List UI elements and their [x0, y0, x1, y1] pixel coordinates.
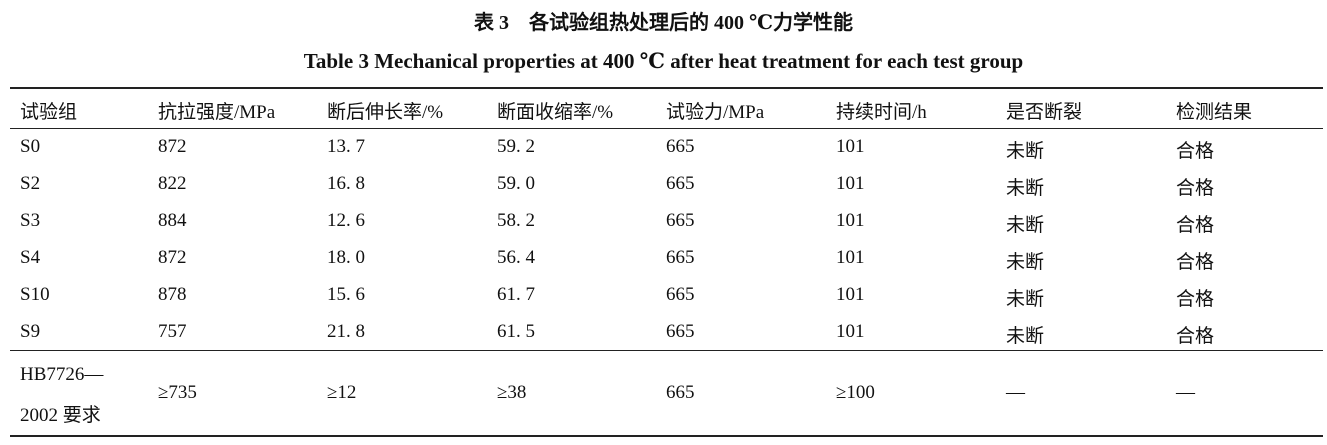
table-cell: 未断	[1006, 215, 1045, 236]
table-cell: 884	[158, 210, 187, 231]
table-cell: 12. 6	[327, 210, 365, 231]
column-header: 检测结果	[1176, 102, 1253, 123]
column-header: 持续时间/h	[836, 102, 927, 123]
standard-rule	[10, 350, 1323, 351]
standard-cell: —	[1006, 382, 1025, 403]
table-cell: 59. 2	[497, 136, 535, 157]
standard-cell: ≥735	[158, 382, 197, 403]
column-header: 断后伸长率/%	[327, 102, 444, 123]
table-cell: 101	[836, 136, 865, 157]
table-cell: 21. 8	[327, 321, 365, 342]
table-cell: S3	[20, 210, 41, 231]
table-cell: 665	[666, 321, 695, 342]
table-cell: 15. 6	[327, 284, 365, 305]
table-caption-cn: 表 3 各试验组热处理后的 400 ℃力学性能	[474, 12, 853, 34]
standard-cell: ≥100	[836, 382, 875, 403]
table-cell: 合格	[1176, 215, 1215, 236]
table-cell: 合格	[1176, 252, 1215, 273]
table-cell: S4	[20, 247, 41, 268]
table-cell: S9	[20, 321, 41, 342]
table-cell: 872	[158, 247, 187, 268]
table-cell: 101	[836, 173, 865, 194]
table-cell: 16. 8	[327, 173, 365, 194]
table-cell: 665	[666, 136, 695, 157]
column-header: 抗拉强度/MPa	[158, 102, 276, 123]
standard-label: HB7726—	[20, 364, 104, 385]
standard-cell: 665	[666, 382, 695, 403]
standard-cell: —	[1176, 382, 1195, 403]
table-cell: 101	[836, 247, 865, 268]
table-cell: 61. 7	[497, 284, 535, 305]
header-rule	[10, 128, 1323, 129]
table-cell: 58. 2	[497, 210, 535, 231]
column-header: 断面收缩率/%	[497, 102, 614, 123]
table-cell: 未断	[1006, 178, 1045, 199]
table-cell: 13. 7	[327, 136, 365, 157]
table-cell: 822	[158, 173, 187, 194]
table-cell: 未断	[1006, 141, 1045, 162]
table-cell: 101	[836, 321, 865, 342]
table-cell: 101	[836, 210, 865, 231]
table-cell: 未断	[1006, 252, 1045, 273]
table-cell: 872	[158, 136, 187, 157]
table-cell: 合格	[1176, 326, 1215, 347]
table-cell: 665	[666, 247, 695, 268]
table-cell: 61. 5	[497, 321, 535, 342]
table-cell: 878	[158, 284, 187, 305]
standard-cell: ≥12	[327, 382, 357, 403]
table-cell: 665	[666, 284, 695, 305]
table-cell: 665	[666, 210, 695, 231]
table-cell: 未断	[1006, 326, 1045, 347]
table-cell: 757	[158, 321, 187, 342]
standard-label: 2002 要求	[20, 405, 101, 426]
table-cell: S10	[20, 284, 50, 305]
table-cell: 665	[666, 173, 695, 194]
column-header: 是否断裂	[1006, 102, 1083, 123]
table-cell: 18. 0	[327, 247, 365, 268]
bottom-rule	[10, 435, 1323, 437]
table-cell: 合格	[1176, 289, 1215, 310]
table-caption-en: Table 3 Mechanical properties at 400 ℃ a…	[303, 49, 1024, 73]
top-rule	[10, 87, 1323, 89]
table-cell: S2	[20, 173, 41, 194]
column-header: 试验组	[20, 102, 78, 123]
table-cell: 101	[836, 284, 865, 305]
table-cell: 56. 4	[497, 247, 535, 268]
table-cell: 未断	[1006, 289, 1045, 310]
column-header: 试验力/MPa	[666, 102, 765, 123]
table-cell: 合格	[1176, 178, 1215, 199]
table-cell: 59. 0	[497, 173, 535, 194]
table-cell: S0	[20, 136, 41, 157]
table-cell: 合格	[1176, 141, 1215, 162]
standard-cell: ≥38	[497, 382, 527, 403]
